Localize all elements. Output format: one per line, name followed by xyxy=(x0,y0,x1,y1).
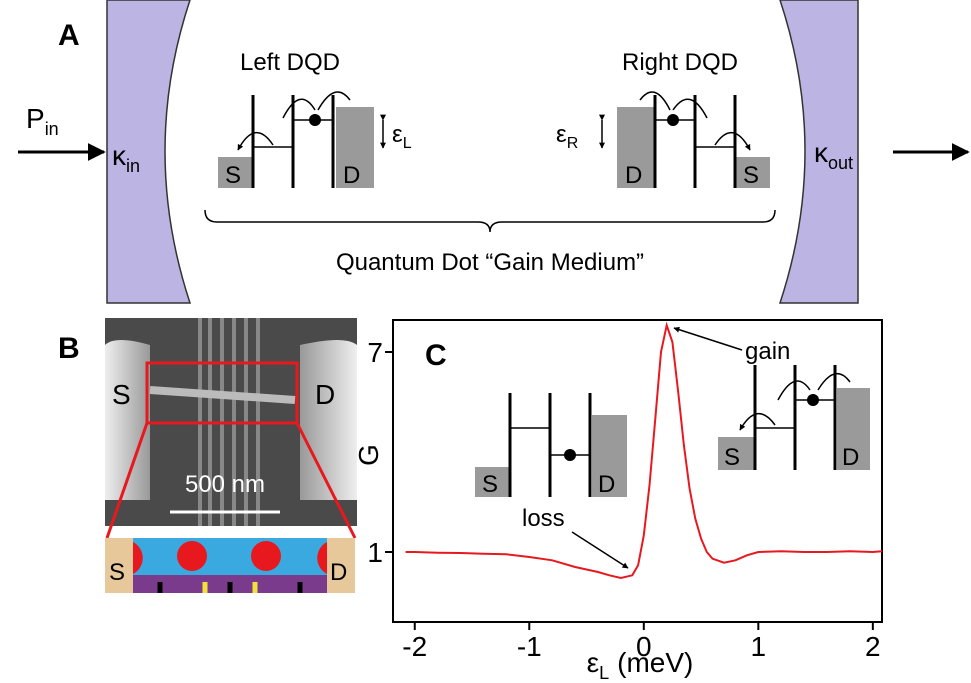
y-tick-label: 7 xyxy=(367,337,383,368)
y-axis-label: G xyxy=(353,444,384,466)
x-tick-label: 1 xyxy=(751,631,767,662)
barriers xyxy=(251,95,335,188)
drain-contact xyxy=(300,340,357,500)
p-in: Pin xyxy=(26,103,59,139)
hop-arrows xyxy=(740,373,851,430)
brace xyxy=(204,209,776,233)
dot xyxy=(317,542,327,574)
panel-b: B S D 500 nm S D xyxy=(58,318,357,593)
zoom-box xyxy=(145,361,299,425)
source-label: S xyxy=(743,162,759,189)
annotation-gain: gain xyxy=(745,338,790,365)
panel-a: A Pin κin κout Left DQD S D εL Right DQD… xyxy=(18,0,970,304)
drain-lead xyxy=(592,415,627,497)
x-tick-label: -1 xyxy=(517,631,542,662)
drain-lead xyxy=(617,107,655,188)
mirror-in xyxy=(106,0,192,304)
panel-label: A xyxy=(58,19,80,52)
zoom-lines xyxy=(105,422,357,539)
kappa-out: κout xyxy=(814,137,853,173)
inset-drain: D xyxy=(842,444,859,471)
kappa-in: κin xyxy=(112,140,140,176)
x-tick-label: -2 xyxy=(402,631,427,662)
source-lead xyxy=(475,467,510,497)
caption: Quantum Dot “Gain Medium” xyxy=(336,249,644,276)
dot xyxy=(177,541,207,571)
x-tick-label: 0 xyxy=(636,631,652,662)
scale-bar-label: 500 nm xyxy=(185,471,265,498)
source-label: S xyxy=(109,559,125,586)
panel-label: C xyxy=(425,339,447,372)
panel-label: B xyxy=(58,332,80,365)
right-dqd-title: Right DQD xyxy=(622,49,738,76)
panel-c: C G εL (meV) S D S D gain loss 1 7 -2 -1 0 1 2 xyxy=(353,319,883,683)
electron xyxy=(564,449,576,461)
nanowire xyxy=(149,386,296,404)
dot xyxy=(133,542,143,574)
dot xyxy=(251,541,281,571)
annotation-arrow xyxy=(571,531,629,569)
inset-source: S xyxy=(724,444,740,471)
x-tick-label: 2 xyxy=(865,631,881,662)
hop-arrows xyxy=(639,91,750,150)
drain-lead xyxy=(336,107,374,188)
source-lead xyxy=(218,157,253,188)
source-lead xyxy=(718,437,755,470)
source-contact xyxy=(105,340,150,500)
source-label: S xyxy=(225,162,241,189)
mirror-out xyxy=(778,0,859,304)
hop-arrows xyxy=(238,91,351,150)
drain-label: D xyxy=(315,379,335,410)
drain-label: D xyxy=(343,162,360,189)
annotation-arrow xyxy=(673,326,743,351)
electron xyxy=(807,394,819,406)
data-line xyxy=(405,321,883,580)
epsilon-r: εR xyxy=(556,121,578,152)
inset-drain: D xyxy=(598,471,615,498)
electron xyxy=(309,114,321,126)
x-axis-label: εL (meV) xyxy=(587,647,694,683)
drain-label: D xyxy=(330,559,347,586)
barriers xyxy=(653,95,737,188)
y-tick-label: 1 xyxy=(367,537,383,568)
annotation-loss: loss xyxy=(522,505,565,532)
plot-frame xyxy=(392,319,883,623)
source-label: S xyxy=(112,379,131,410)
source-lead xyxy=(735,157,770,188)
drain-lead xyxy=(837,388,870,470)
inset-source: S xyxy=(482,471,498,498)
epsilon-l: εL xyxy=(392,121,412,152)
gate-fingers xyxy=(202,582,258,593)
drain-label: D xyxy=(625,162,642,189)
electron xyxy=(667,114,679,126)
source-lead xyxy=(105,538,133,593)
barriers xyxy=(753,365,837,470)
drain-lead xyxy=(327,538,355,593)
left-dqd-title: Left DQD xyxy=(240,49,340,76)
barriers xyxy=(508,393,592,497)
